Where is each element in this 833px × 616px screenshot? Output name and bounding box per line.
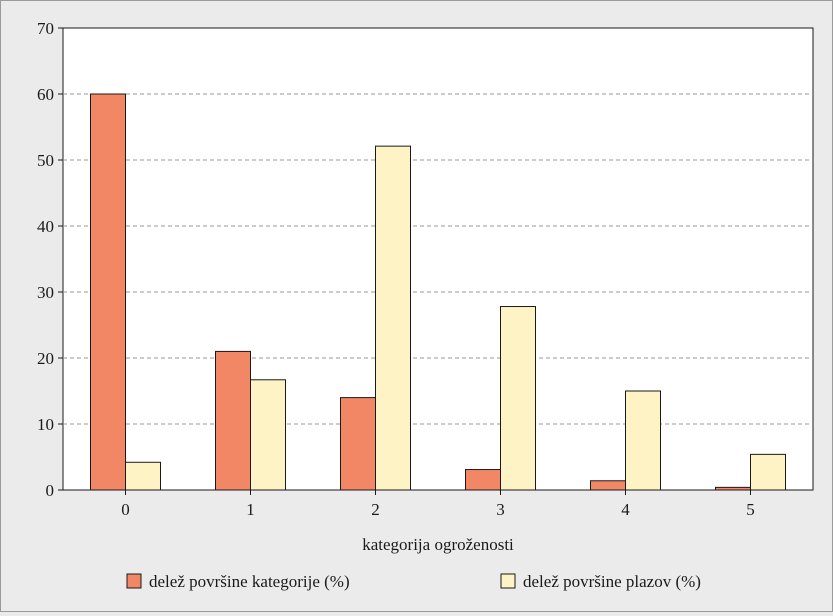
bar-category-area — [340, 397, 376, 491]
y-tick-label: 50 — [37, 151, 54, 170]
y-tick-label: 60 — [37, 85, 54, 104]
x-tick-label: 5 — [746, 500, 755, 519]
bar-landslide-area — [375, 145, 411, 491]
y-tick-label: 40 — [37, 217, 54, 236]
x-axis-ticks: 0 1 2 3 4 5 — [121, 490, 755, 519]
legend-swatch — [500, 573, 516, 589]
bar-category-area — [215, 350, 251, 491]
x-tick-label: 3 — [496, 500, 505, 519]
bar-category-area — [90, 93, 126, 491]
x-tick-label: 0 — [121, 500, 130, 519]
plot-area — [62, 27, 814, 491]
x-axis-label: kategorija ogroženosti — [362, 535, 514, 554]
gridlines — [63, 93, 813, 425]
bar-category-area — [590, 480, 626, 491]
legend-item: delež površine kategorije (%) — [126, 572, 350, 591]
legend-item: delež površine plazov (%) — [500, 572, 701, 591]
bars — [90, 93, 786, 491]
y-tick-label: 30 — [37, 283, 54, 302]
bar-landslide-area — [625, 390, 661, 491]
x-tick-label: 1 — [246, 500, 255, 519]
x-tick-label: 2 — [371, 500, 380, 519]
bar-landslide-area — [500, 306, 536, 491]
y-tick-label: 70 — [37, 19, 54, 38]
legend-label: delež površine kategorije (%) — [149, 572, 350, 591]
bar-category-area — [715, 486, 751, 491]
bar-landslide-area — [250, 379, 286, 491]
bar-landslide-area — [750, 453, 786, 491]
y-tick-label: 10 — [37, 415, 54, 434]
y-axis-ticks: 0 10 20 30 40 50 60 70 — [37, 19, 63, 500]
legend-label: delež površine plazov (%) — [523, 572, 701, 591]
legend: delež površine kategorije (%) delež površ… — [126, 572, 701, 591]
legend-swatch — [126, 573, 142, 589]
y-tick-label: 0 — [46, 481, 55, 500]
bar-category-area — [465, 469, 501, 491]
bar-landslide-area — [125, 461, 161, 491]
x-tick-label: 4 — [621, 500, 630, 519]
y-tick-label: 20 — [37, 349, 54, 368]
